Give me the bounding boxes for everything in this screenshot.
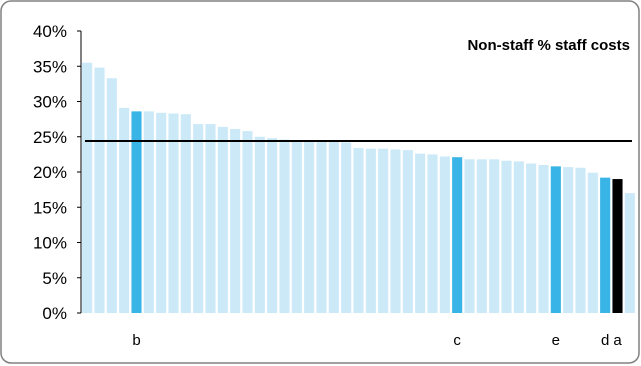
bar xyxy=(205,124,216,313)
bar xyxy=(415,153,426,313)
y-tick-label: 20% xyxy=(33,163,67,182)
bar xyxy=(464,159,475,313)
y-tick-label: 10% xyxy=(33,234,67,253)
bar-highlight xyxy=(550,166,561,313)
bar xyxy=(513,161,524,313)
bar xyxy=(316,140,327,313)
category-label-b: b xyxy=(132,332,140,349)
bar xyxy=(82,62,93,314)
bar xyxy=(254,136,265,313)
bar xyxy=(217,126,228,313)
y-tick-label: 5% xyxy=(42,269,67,288)
y-tick-label: 30% xyxy=(33,93,67,112)
bar xyxy=(180,114,191,313)
bar xyxy=(94,67,105,313)
bar-highlight xyxy=(600,177,611,313)
bar xyxy=(489,159,500,313)
category-label-c: c xyxy=(453,332,461,349)
bar xyxy=(230,128,241,313)
bars xyxy=(82,62,635,314)
bar xyxy=(501,160,512,313)
bar xyxy=(119,107,130,313)
bar xyxy=(143,111,154,314)
bar xyxy=(624,193,635,313)
bar-highlight xyxy=(452,157,463,313)
y-tick-label: 0% xyxy=(42,304,67,323)
category-label-e: e xyxy=(552,332,560,349)
category-label-a: a xyxy=(613,332,622,349)
y-tick-label: 15% xyxy=(33,198,67,217)
y-axis: 0% 5% 10% 15% 20% 25% 30% 35% 40% xyxy=(33,22,82,323)
chart-title: Non-staff % staff costs xyxy=(467,37,630,54)
bar xyxy=(341,142,352,313)
bar xyxy=(476,159,487,313)
bar xyxy=(563,167,574,313)
bar xyxy=(378,148,389,313)
bar xyxy=(328,141,339,313)
bar xyxy=(538,164,549,313)
bar xyxy=(242,131,253,313)
bar xyxy=(575,167,586,313)
bar xyxy=(390,149,401,313)
bar xyxy=(427,154,438,314)
bar xyxy=(279,139,290,313)
bar xyxy=(439,156,450,313)
y-tick-label: 35% xyxy=(33,57,67,76)
y-tick-label: 25% xyxy=(33,128,67,147)
bar-highlight xyxy=(131,111,142,314)
bar xyxy=(304,140,315,313)
bar xyxy=(353,148,364,313)
bar xyxy=(106,78,117,314)
bar xyxy=(526,163,537,313)
bar xyxy=(156,112,167,313)
y-tick-label: 40% xyxy=(33,22,67,41)
bar xyxy=(168,113,179,313)
bar-target xyxy=(612,179,623,313)
category-label-d: d xyxy=(601,332,609,349)
bar xyxy=(365,148,376,313)
bar xyxy=(402,150,413,313)
bar xyxy=(267,138,278,313)
bar xyxy=(587,172,598,313)
bar xyxy=(193,124,204,313)
bar xyxy=(291,140,302,313)
